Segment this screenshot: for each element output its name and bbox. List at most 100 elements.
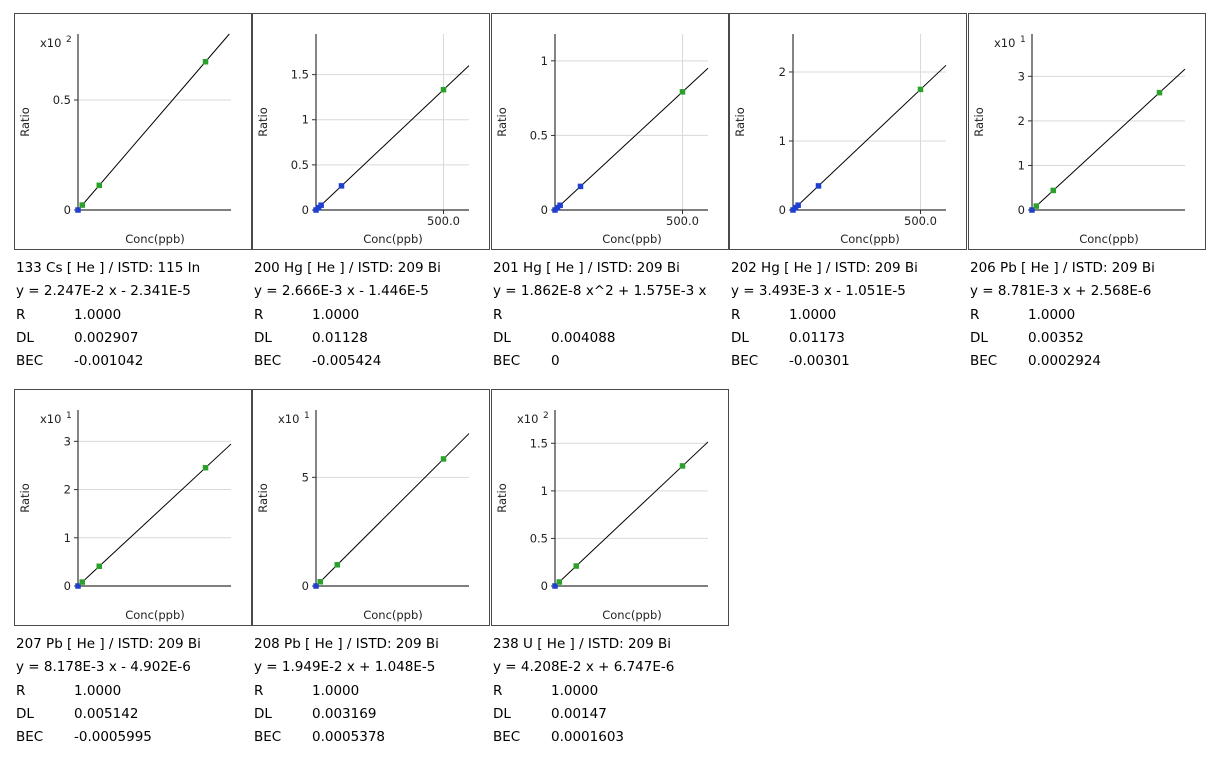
calibration-plot[interactable]: 0 5 x10 1 Conc(ppb) Ratio <box>252 389 490 626</box>
analyte-title: 208 Pb [ He ] / ISTD: 209 Bi <box>254 636 439 652</box>
calibration-equation: y = 1.949E-2 x + 1.048E-5 <box>254 659 436 676</box>
r-label: R <box>970 306 980 323</box>
calibration-equation: y = 2.666E-3 x - 1.446E-5 <box>254 283 429 300</box>
blank-point <box>338 183 345 189</box>
bec-row: BEC 0.0005378 <box>254 726 490 749</box>
bec-value: -0.005424 <box>312 353 382 370</box>
calibration-equation: y = 8.178E-3 x - 4.902E-6 <box>16 659 191 676</box>
y-tick-label: 0.5 <box>530 128 548 142</box>
calibration-info: 133 Cs [ He ] / ISTD: 115 In y = 2.247E-… <box>16 257 252 373</box>
dl-value: 0.003169 <box>312 705 377 722</box>
y-axis-label: Ratio <box>495 107 509 137</box>
bec-label: BEC <box>493 353 521 370</box>
blank-point <box>795 202 801 208</box>
calibration-info: 202 Hg [ He ] / ISTD: 209 Bi y = 3.493E-… <box>731 257 967 373</box>
blank-point <box>815 183 822 189</box>
calibration-chart-svg: 0 0.5 1 500.0 Conc(ppb) Ratio <box>495 34 709 246</box>
bec-row: BEC -0.00301 <box>731 350 967 373</box>
y-tick-label: 0 <box>1018 203 1025 217</box>
calibration-chart-svg: 0 0.5 x10 2 Conc(ppb) Ratio <box>18 33 231 246</box>
y-tick-label: 5 <box>302 470 309 484</box>
r-value: 1.0000 <box>74 682 122 699</box>
r-value: 1.0000 <box>74 306 122 323</box>
calibration-plot[interactable]: 0 1 2 500.0 Conc(ppb) Ratio <box>729 13 967 250</box>
bec-value: -0.0005995 <box>74 729 152 746</box>
dl-label: DL <box>16 329 34 346</box>
bec-label: BEC <box>16 729 44 746</box>
standard-point <box>917 86 924 93</box>
r-value: 1.0000 <box>1028 306 1076 323</box>
dl-value: 0.00352 <box>1028 329 1084 346</box>
r-label: R <box>493 306 503 323</box>
bec-value: 0.0005378 <box>312 729 386 746</box>
standard-point <box>1050 187 1056 194</box>
y-axis-label: Ratio <box>18 483 32 513</box>
r-row: R 1.0000 <box>254 680 490 703</box>
standard-point <box>202 58 209 65</box>
calibration-equation: y = 8.781E-3 x + 2.568E-6 <box>970 283 1152 300</box>
calibration-plot[interactable]: 0 1 2 3 x10 1 Conc(ppb) Ratio <box>14 389 252 626</box>
calibration-equation: y = 3.493E-3 x - 1.051E-5 <box>731 283 906 300</box>
bec-value: 0 <box>551 353 560 370</box>
x-tick-label: 500.0 <box>666 214 699 228</box>
calibration-chart-svg: 0 0.5 1 1.5 500.0 Conc(ppb) Ratio <box>256 34 470 246</box>
dl-value: 0.004088 <box>551 329 616 346</box>
standard-point <box>440 456 447 462</box>
y-multiplier-label: x10 <box>40 412 61 426</box>
y-tick-label: 1 <box>779 134 786 148</box>
standard-point <box>334 562 340 568</box>
x-axis-label: Conc(ppb) <box>840 232 900 246</box>
calibration-plot[interactable]: 0 0.5 1 500.0 Conc(ppb) Ratio <box>491 13 729 250</box>
y-tick-label: 0 <box>779 203 786 217</box>
standard-point <box>573 563 579 569</box>
y-tick-label: 1 <box>1018 158 1025 172</box>
x-tick-label: 500.0 <box>427 214 460 228</box>
x-axis-label: Conc(ppb) <box>363 232 423 246</box>
bec-value: 0.0001603 <box>551 729 625 746</box>
dl-label: DL <box>731 329 749 346</box>
calibration-plot[interactable]: 0 0.5 x10 2 Conc(ppb) Ratio <box>14 13 252 250</box>
y-tick-label: 0 <box>541 579 548 593</box>
x-axis-label: Conc(ppb) <box>125 608 185 622</box>
standard-point <box>1156 89 1163 96</box>
r-row: R 1.0000 <box>493 680 729 703</box>
y-axis-label: Ratio <box>256 483 270 513</box>
dl-row: DL 0.01173 <box>731 327 967 350</box>
calibration-plot[interactable]: 0 1 2 3 x10 1 Conc(ppb) Ratio <box>968 13 1206 250</box>
y-axis-label: Ratio <box>733 107 747 137</box>
blank-point <box>552 583 558 589</box>
dl-label: DL <box>493 329 511 346</box>
dl-value: 0.005142 <box>74 705 139 722</box>
r-row: R 1.0000 <box>16 680 252 703</box>
dl-value: 0.01128 <box>312 329 368 346</box>
bec-value: -0.00301 <box>789 353 850 370</box>
bec-row: BEC 0 <box>493 350 729 373</box>
y-tick-label: 2 <box>64 483 71 497</box>
calibration-chart-svg: 0 0.5 1 1.5 x10 2 Conc(ppb) Ratio <box>495 410 709 622</box>
y-axis-label: Ratio <box>972 107 986 137</box>
r-value: 1.0000 <box>789 306 837 323</box>
standard-point <box>79 579 85 585</box>
dl-row: DL 0.00147 <box>493 703 729 726</box>
y-tick-label: 1 <box>302 113 309 127</box>
x-axis-label: Conc(ppb) <box>1079 232 1139 246</box>
y-axis-label: Ratio <box>495 483 509 513</box>
standard-point <box>96 563 102 570</box>
bec-row: BEC -0.005424 <box>254 350 490 373</box>
analyte-title: 201 Hg [ He ] / ISTD: 209 Bi <box>493 260 680 276</box>
r-label: R <box>16 306 26 323</box>
y-multiplier-label: x10 <box>517 412 538 426</box>
blank-point <box>75 207 81 213</box>
y-multiplier-exponent: 1 <box>66 411 72 421</box>
x-axis-label: Conc(ppb) <box>125 232 185 246</box>
calibration-plot[interactable]: 0 0.5 1 1.5 500.0 Conc(ppb) Ratio <box>252 13 490 250</box>
y-tick-label: 2 <box>779 65 786 79</box>
r-label: R <box>254 306 264 323</box>
y-multiplier-label: x10 <box>994 36 1015 50</box>
y-multiplier-label: x10 <box>40 36 61 50</box>
calibration-plot[interactable]: 0 0.5 1 1.5 x10 2 Conc(ppb) Ratio <box>491 389 729 626</box>
bec-value: 0.0002924 <box>1028 353 1102 370</box>
bec-value: -0.001042 <box>74 353 144 370</box>
